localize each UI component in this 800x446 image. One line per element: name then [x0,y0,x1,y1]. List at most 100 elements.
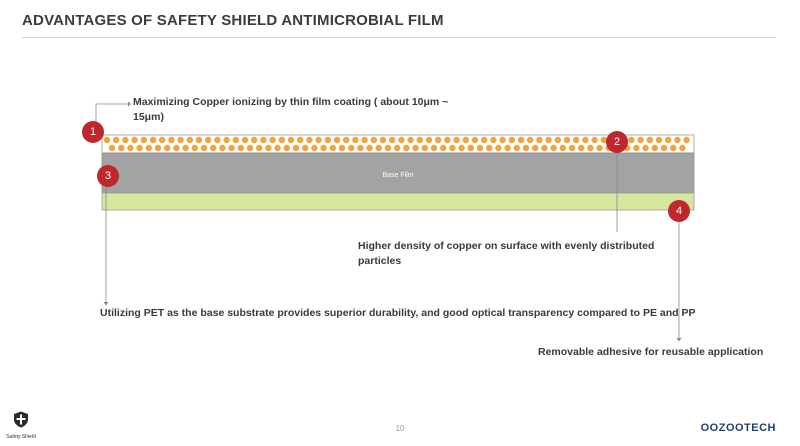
copper-particle [195,136,203,144]
callout-copper-density: Higher density of copper on surface with… [358,239,688,269]
copper-particle [219,144,226,152]
copper-particle [679,144,686,152]
copper-particle [278,136,285,144]
copper-particle [287,136,295,144]
copper-particle [458,144,465,152]
copper-particle [232,136,239,144]
copper-particle [379,136,387,144]
shield-icon [14,411,28,428]
copper-particle [200,144,208,152]
callout-pet-substrate: Utilizing PET as the base substrate prov… [100,307,696,319]
copper-particle [596,144,603,152]
copper-particle [582,136,589,144]
copper-particle [246,144,254,152]
copper-particle [265,144,272,152]
copper-particle [403,144,410,152]
copper-particle [508,136,515,144]
copper-particle [568,144,576,152]
base-film-layer [101,152,695,194]
copper-particle [394,144,401,152]
copper-particle [118,144,125,152]
copper-particle [149,136,157,144]
copper-particle [522,144,530,152]
copper-particle [486,144,493,152]
copper-particle [103,136,111,144]
copper-particle [416,136,423,144]
copper-particles [103,136,690,152]
copper-particle [532,144,539,152]
copper-particle [600,136,607,144]
copper-particle [375,144,382,152]
copper-particle [333,136,341,144]
arrow-head-4 [676,338,682,342]
copper-particle [122,136,129,144]
copper-particle [136,144,143,152]
copper-particle [210,144,217,152]
callout-copper-density-line2: particles [358,255,402,267]
copper-particle [633,144,640,152]
copper-particle [591,136,598,144]
callout-copper-coating-line1: Maximizing Copper ionizing by thin film … [133,96,449,108]
copper-particle [670,144,677,152]
copper-particle [389,136,396,144]
copper-particle [274,144,281,152]
copper-particle [421,144,428,152]
arrow-head-1 [128,101,131,107]
page-title: ADVANTAGES OF SAFETY SHIELD ANTIMICROBIA… [22,12,444,29]
copper-particle [536,136,543,144]
copper-particle [237,144,244,152]
copper-particle [527,136,534,144]
copper-particle [471,136,479,144]
copper-particle [637,136,644,144]
copper-particle [131,136,138,144]
copper-particle [449,144,456,152]
copper-particle [283,144,290,152]
copper-particle [587,144,594,152]
copper-particle [256,144,263,152]
copper-particle [251,136,258,144]
copper-particle [173,144,180,152]
adhesive-layer [101,192,695,211]
copper-particle [440,144,447,152]
marker-2: 2 [606,131,628,153]
copper-particle [154,144,162,152]
copper-particle [655,136,663,144]
copper-particle [467,144,474,152]
copper-particle [651,144,658,152]
copper-particle [366,144,373,152]
copper-particle [348,144,355,152]
copper-particle [306,136,313,144]
copper-particle [573,136,580,144]
copper-particle [113,136,120,144]
copper-particle [177,136,184,144]
copper-particle [430,144,438,152]
copper-particle [311,144,318,152]
copper-particle [517,136,525,144]
copper-particle [343,136,350,144]
copper-particle [490,136,497,144]
copper-particle [168,136,175,144]
copper-particle [127,144,134,152]
copper-particle [241,136,249,144]
copper-particle [357,144,364,152]
marker-1: 1 [82,121,104,143]
copper-particle [320,144,327,152]
copper-particle [324,136,331,144]
title-divider [22,37,776,38]
copper-particle [683,136,690,144]
copper-particle [628,136,635,144]
copper-particle [499,136,506,144]
copper-particle [214,136,221,144]
copper-particle [545,136,552,144]
copper-particle [504,144,511,152]
copper-particle [453,136,460,144]
copper-particle [338,144,346,152]
callout-copper-density-line1: Higher density of copper on surface with… [358,240,655,252]
copper-particle [481,136,488,144]
copper-particle [361,136,368,144]
safety-shield-logo: Safety Shield [6,411,36,440]
callout-copper-coating-line2: 15μm) [133,111,164,123]
copper-particle [191,144,198,152]
copper-particle [186,136,193,144]
